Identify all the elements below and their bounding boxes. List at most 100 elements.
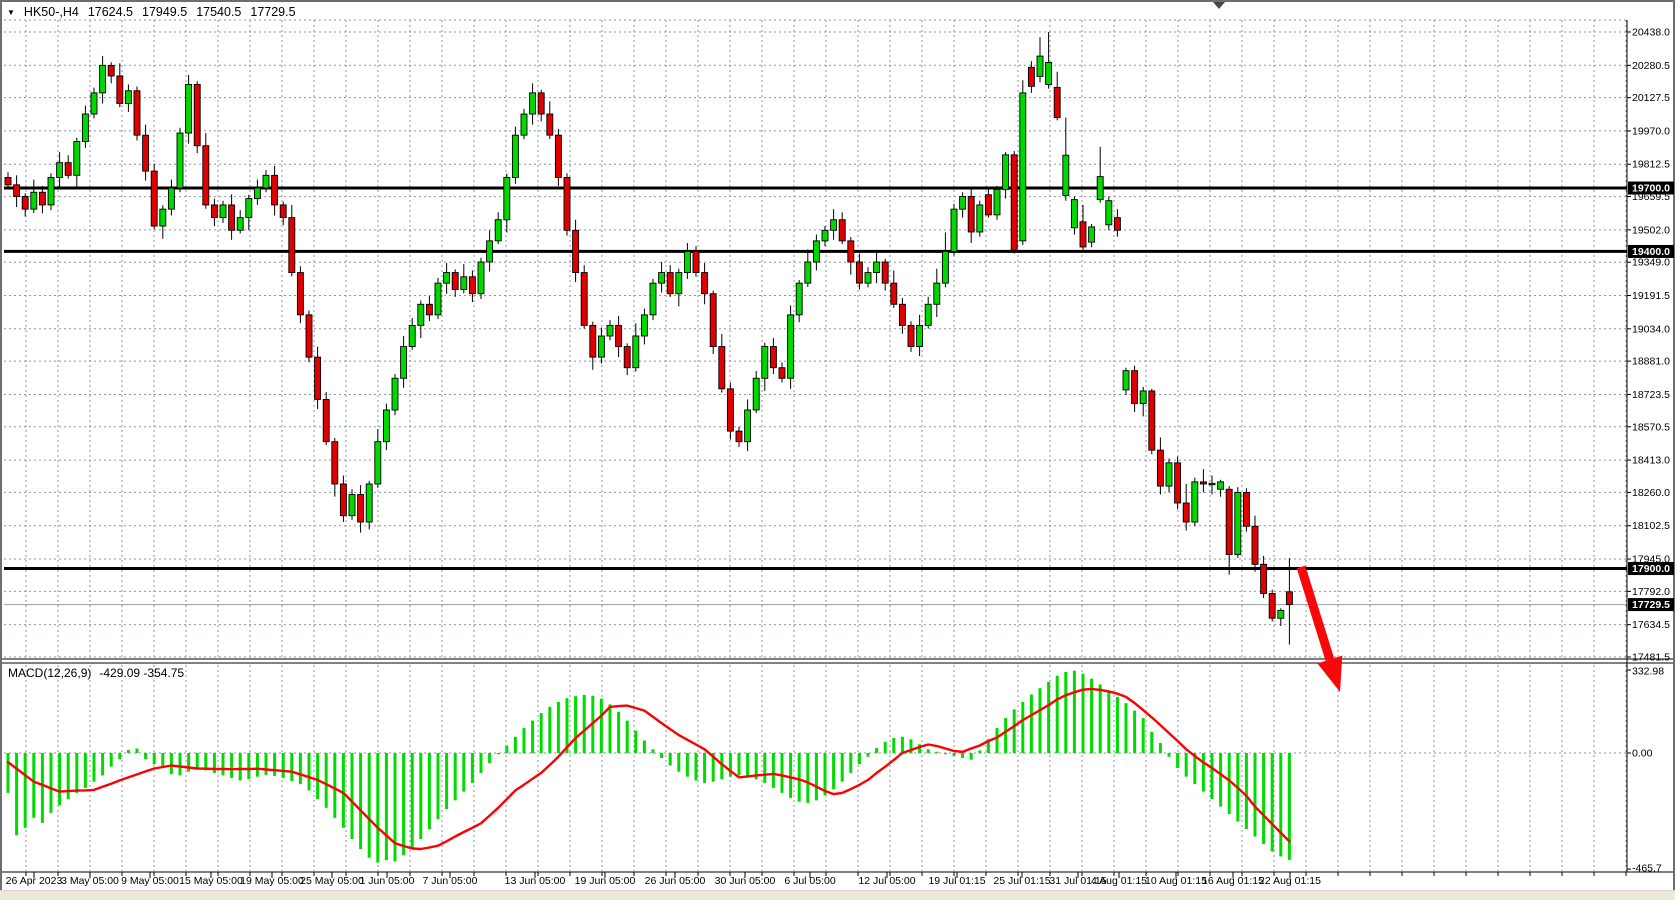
time-axis-label: 16 Aug 01:15	[1202, 875, 1264, 887]
macd-histogram-bar	[1210, 753, 1214, 800]
macd-histogram-bar	[711, 753, 715, 782]
candle-bear	[322, 398, 330, 443]
candle-bear	[726, 388, 734, 432]
candle-bear	[615, 324, 623, 348]
candle-bear	[314, 356, 322, 400]
macd-histogram-bar	[746, 753, 750, 777]
macd-title: MACD(12,26,9)	[8, 666, 92, 680]
price-axis-label: 18570.5	[1632, 421, 1670, 433]
macd-histogram-bar	[1184, 753, 1188, 777]
candle-bull	[744, 409, 752, 443]
macd-histogram-bar	[574, 696, 578, 753]
collapse-icon[interactable]: ▼	[7, 8, 15, 17]
macd-axis-label: 0.00	[1632, 748, 1653, 760]
candle-bull	[253, 187, 261, 200]
candle-bear	[288, 217, 296, 274]
macd-histogram-bar	[995, 728, 999, 753]
macd-histogram-bar	[505, 745, 509, 753]
price-badge-label: 19700.0	[1632, 183, 1670, 195]
macd-histogram-bar	[703, 753, 707, 783]
candle-bull	[434, 282, 442, 316]
candle-bull	[73, 141, 81, 176]
candle-bull	[167, 187, 175, 210]
macd-histogram-bar	[531, 720, 535, 753]
macd-histogram-bar	[324, 753, 328, 808]
price-badge	[1628, 181, 1674, 195]
candle-bull	[503, 176, 511, 221]
price-axis-label: 20127.5	[1632, 92, 1670, 104]
candle-bear	[563, 176, 571, 231]
price-axis-label: 19502.0	[1632, 224, 1670, 236]
macd-values: -429.09 -354.75	[99, 666, 185, 680]
candle-bull	[873, 261, 881, 274]
macd-histogram-bar	[15, 753, 19, 836]
candle-bull	[245, 198, 253, 219]
candle-bull	[529, 92, 537, 115]
price-axis-label: 18102.5	[1632, 520, 1670, 532]
candle-bull	[1217, 481, 1225, 490]
macd-histogram-bar	[402, 753, 406, 856]
ohlc-high: 17949.5	[142, 5, 188, 19]
macd-histogram-bar	[462, 753, 466, 792]
candle-bear	[279, 204, 287, 219]
macd-histogram-bar	[823, 753, 827, 796]
candle-bear	[984, 194, 992, 216]
candle-bull	[511, 134, 519, 178]
macd-histogram-bar	[720, 753, 724, 780]
macd-histogram-bar	[393, 753, 397, 862]
macd-histogram-bar	[1081, 673, 1085, 753]
macd-histogram-bar	[875, 748, 879, 753]
macd-histogram-bar	[118, 753, 122, 760]
macd-histogram-bar	[634, 730, 638, 753]
ohlc-close: 17729.5	[250, 5, 296, 19]
price-axis-label: 18260.0	[1632, 487, 1670, 499]
macd-histogram-bar	[307, 753, 311, 791]
macd-histogram-bar	[410, 753, 414, 848]
macd-histogram-bar	[376, 753, 380, 863]
macd-histogram-bar	[1124, 703, 1128, 753]
macd-histogram-bar	[651, 749, 655, 753]
candle-bear	[1268, 593, 1276, 619]
macd-histogram-bar	[668, 753, 672, 766]
macd-histogram-bar	[943, 753, 947, 755]
candle-bear	[1079, 221, 1087, 248]
candle-bear	[1225, 488, 1233, 556]
macd-histogram-bar	[1047, 681, 1051, 753]
candle-bull	[675, 272, 683, 295]
macd-histogram-bar	[806, 753, 810, 803]
price-badge	[1628, 598, 1674, 612]
candle-bull	[348, 494, 356, 517]
macd-histogram-bar	[1021, 701, 1025, 753]
candle-bear	[468, 276, 476, 295]
macd-histogram-bar	[866, 753, 870, 757]
candle-bear	[142, 134, 150, 172]
candle-bear	[296, 272, 304, 316]
macd-histogram-bar	[204, 753, 208, 771]
macd-histogram-bar	[565, 698, 569, 753]
price-badge	[1628, 244, 1674, 258]
macd-histogram-bar	[789, 753, 793, 798]
macd-histogram-bar	[333, 753, 337, 818]
candle-bull	[477, 261, 485, 295]
price-axis-layer[interactable]: 20438.020280.520127.519970.019812.519659…	[1627, 27, 1674, 875]
candle-bear	[1242, 491, 1250, 527]
macd-histogram-bar	[350, 753, 354, 840]
candle-bear	[769, 346, 777, 369]
candle-bull	[1062, 154, 1070, 196]
candle-bull	[176, 132, 184, 189]
macd-histogram-bar	[1253, 753, 1257, 837]
macd-histogram-bar	[281, 753, 285, 778]
candle-bull	[924, 303, 932, 326]
status-strip	[0, 890, 1675, 900]
time-axis-label: 31 Jul 01:15	[1049, 875, 1106, 887]
macd-histogram-bar	[6, 753, 10, 793]
macd-histogram-bar	[419, 753, 423, 840]
macd-histogram-bar	[883, 741, 887, 753]
candle-bull	[236, 217, 244, 231]
candle-bear	[1148, 390, 1156, 451]
grid-layer	[4, 19, 1627, 871]
candle-bull	[159, 208, 167, 227]
candle-bull	[219, 204, 227, 219]
